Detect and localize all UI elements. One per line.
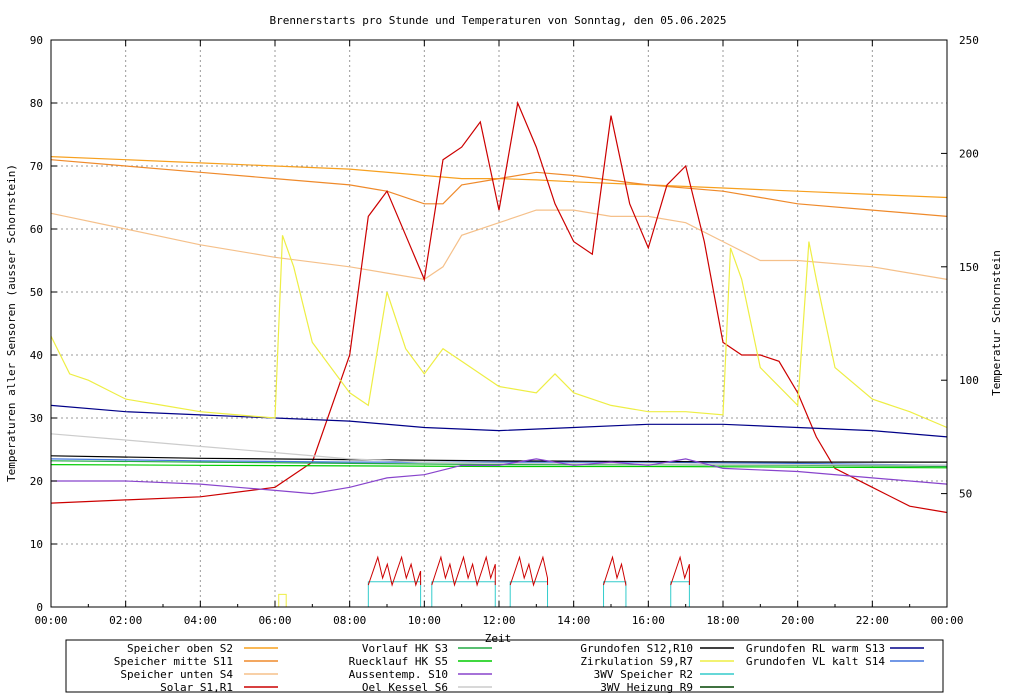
- legend-label: Aussentemp. S10: [349, 668, 448, 681]
- y-tick-label: 10: [30, 538, 43, 551]
- series-line-7: [50, 460, 948, 468]
- series-line-10: [51, 458, 948, 495]
- y2-tick-label: 150: [959, 261, 979, 274]
- series-group: [50, 100, 948, 514]
- legend-label: Speicher oben S2: [127, 642, 233, 655]
- chart-title: Brennerstarts pro Stunde und Temperature…: [270, 14, 727, 27]
- x-tick-label: 10:00: [408, 614, 441, 627]
- y-axis-ticks: 0 10 20 30 40 50 60 70 80 90: [30, 34, 57, 614]
- y-tick-label: 40: [30, 349, 43, 362]
- series-line-1: [50, 159, 948, 217]
- y-tick-label: 20: [30, 475, 43, 488]
- legend-label: Vorlauf HK S3: [362, 642, 448, 655]
- y2-tick-label: 250: [959, 34, 979, 47]
- y-tick-label: 80: [30, 97, 43, 110]
- y-tick-label: 0: [36, 601, 43, 614]
- y2-axis-label: Temperatur Schornstein: [990, 250, 1003, 396]
- legend-label: Solar S1,R1: [160, 681, 233, 694]
- series-line-4: [50, 404, 948, 438]
- y2-axis-ticks: 50 100 150 200 250: [941, 34, 979, 501]
- series-line-2: [50, 209, 948, 281]
- relay-burner-steps: [670, 555, 690, 586]
- legend-label: Ruecklauf HK S5: [349, 655, 448, 668]
- legend-label: 3WV Heizung R9: [600, 681, 693, 694]
- y-tick-label: 30: [30, 412, 43, 425]
- relay-steps: [278, 555, 690, 607]
- x-tick-label: 14:00: [557, 614, 590, 627]
- y-tick-label: 50: [30, 286, 43, 299]
- x-tick-label: 06:00: [258, 614, 291, 627]
- series-line-6: [50, 455, 947, 463]
- x-tick-label: 16:00: [632, 614, 665, 627]
- legend-label: Speicher mitte S11: [114, 655, 233, 668]
- x-tick-label: 22:00: [856, 614, 889, 627]
- relay-3wv-block: [367, 581, 422, 607]
- legend-label: Grundofen VL kalt S14: [746, 655, 885, 668]
- y-tick-label: 60: [30, 223, 43, 236]
- relay-burner-steps: [431, 555, 496, 587]
- legend-label: Oel Kessel S6: [362, 681, 448, 694]
- x-tick-label: 00:00: [930, 614, 963, 627]
- series-line-3: [50, 100, 948, 514]
- series-line-5: [50, 458, 948, 466]
- y2-tick-label: 100: [959, 374, 979, 387]
- x-axis-ticks: 00:00 02:00 04:00 06:00 08:00 10:00 12:00 14:00…: [34, 40, 964, 627]
- legend-label: 3WV Speicher R2: [594, 668, 693, 681]
- x-tick-label: 20:00: [781, 614, 814, 627]
- x-tick-label: 12:00: [482, 614, 515, 627]
- relay-3wv-block: [509, 581, 549, 607]
- series-line-8: [50, 464, 948, 469]
- y2-tick-label: 50: [959, 488, 972, 501]
- legend-label: Zirkulation S9,R7: [580, 655, 693, 668]
- relay-3wv-block: [603, 581, 627, 607]
- x-tick-label: 00:00: [34, 614, 67, 627]
- relay-burner-steps: [509, 555, 549, 587]
- relay-burner-steps: [367, 555, 422, 587]
- relay-zirk-block: [278, 593, 287, 607]
- legend-label: Grundofen RL warm S13: [746, 642, 885, 655]
- x-tick-label: 04:00: [184, 614, 217, 627]
- series-line-9: [50, 433, 948, 466]
- legend-label: Grundofen S12,R10: [580, 642, 693, 655]
- relay-3wv-block: [670, 581, 690, 607]
- y-tick-label: 90: [30, 34, 43, 47]
- relay-burner-steps: [603, 555, 627, 587]
- y-axis-label: Temperaturen aller Sensoren (ausser Scho…: [5, 164, 18, 482]
- legend-label: Speicher unten S4: [120, 668, 233, 681]
- y-tick-label: 70: [30, 160, 43, 173]
- y2-tick-label: 200: [959, 147, 979, 160]
- relay-3wv-block: [431, 581, 496, 607]
- series-line-11: [50, 235, 948, 429]
- legend-box: [65, 639, 944, 693]
- x-axis-label: Zeit: [485, 632, 512, 645]
- x-tick-label: 02:00: [109, 614, 142, 627]
- x-tick-label: 18:00: [706, 614, 739, 627]
- grid: [51, 40, 947, 607]
- x-tick-label: 08:00: [333, 614, 366, 627]
